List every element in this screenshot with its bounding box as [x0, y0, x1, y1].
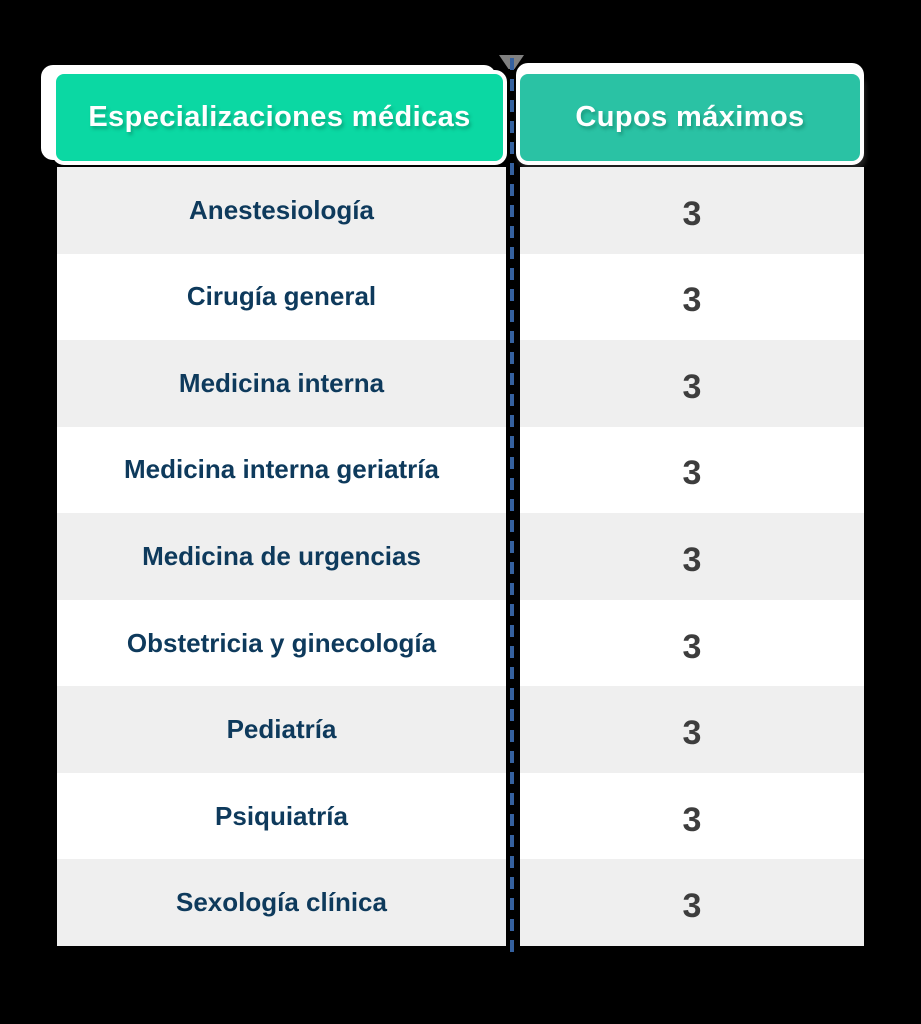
especializacion-cell: Pediatría	[57, 686, 506, 773]
column-header-cupos-maximos: Cupos máximos	[516, 70, 864, 165]
especializaciones-column-body: Anestesiología Cirugía general Medicina in…	[57, 167, 506, 946]
especializacion-cell: Sexología clínica	[57, 859, 506, 946]
cupos-cell: 3	[520, 253, 864, 341]
cupos-cell: 3	[520, 686, 864, 773]
column-header-especializaciones: Especializaciones médicas	[52, 70, 507, 165]
cupos-cell: 3	[520, 340, 864, 427]
cupos-cell: 3	[520, 167, 864, 254]
column-header-cupos-maximos-label: Cupos máximos	[575, 101, 805, 133]
especializacion-cell: Medicina de urgencias	[57, 513, 506, 600]
especializacion-cell: Obstetricia y ginecología	[57, 599, 506, 687]
cupos-cell: 3	[520, 426, 864, 514]
column-header-especializaciones-label: Especializaciones médicas	[88, 101, 471, 133]
especializacion-cell: Medicina interna geriatría	[57, 426, 506, 514]
especializacion-cell: Medicina interna	[57, 340, 506, 427]
especializacion-cell: Anestesiología	[57, 167, 506, 254]
cupos-cell: 3	[520, 859, 864, 946]
especializacion-cell: Cirugía general	[57, 253, 506, 341]
cupos-cell: 3	[520, 599, 864, 687]
especializacion-cell: Psiquiatría	[57, 772, 506, 860]
cupos-cell: 3	[520, 772, 864, 860]
dashed-divider-line	[510, 58, 514, 952]
cupos-cell: 3	[520, 513, 864, 600]
